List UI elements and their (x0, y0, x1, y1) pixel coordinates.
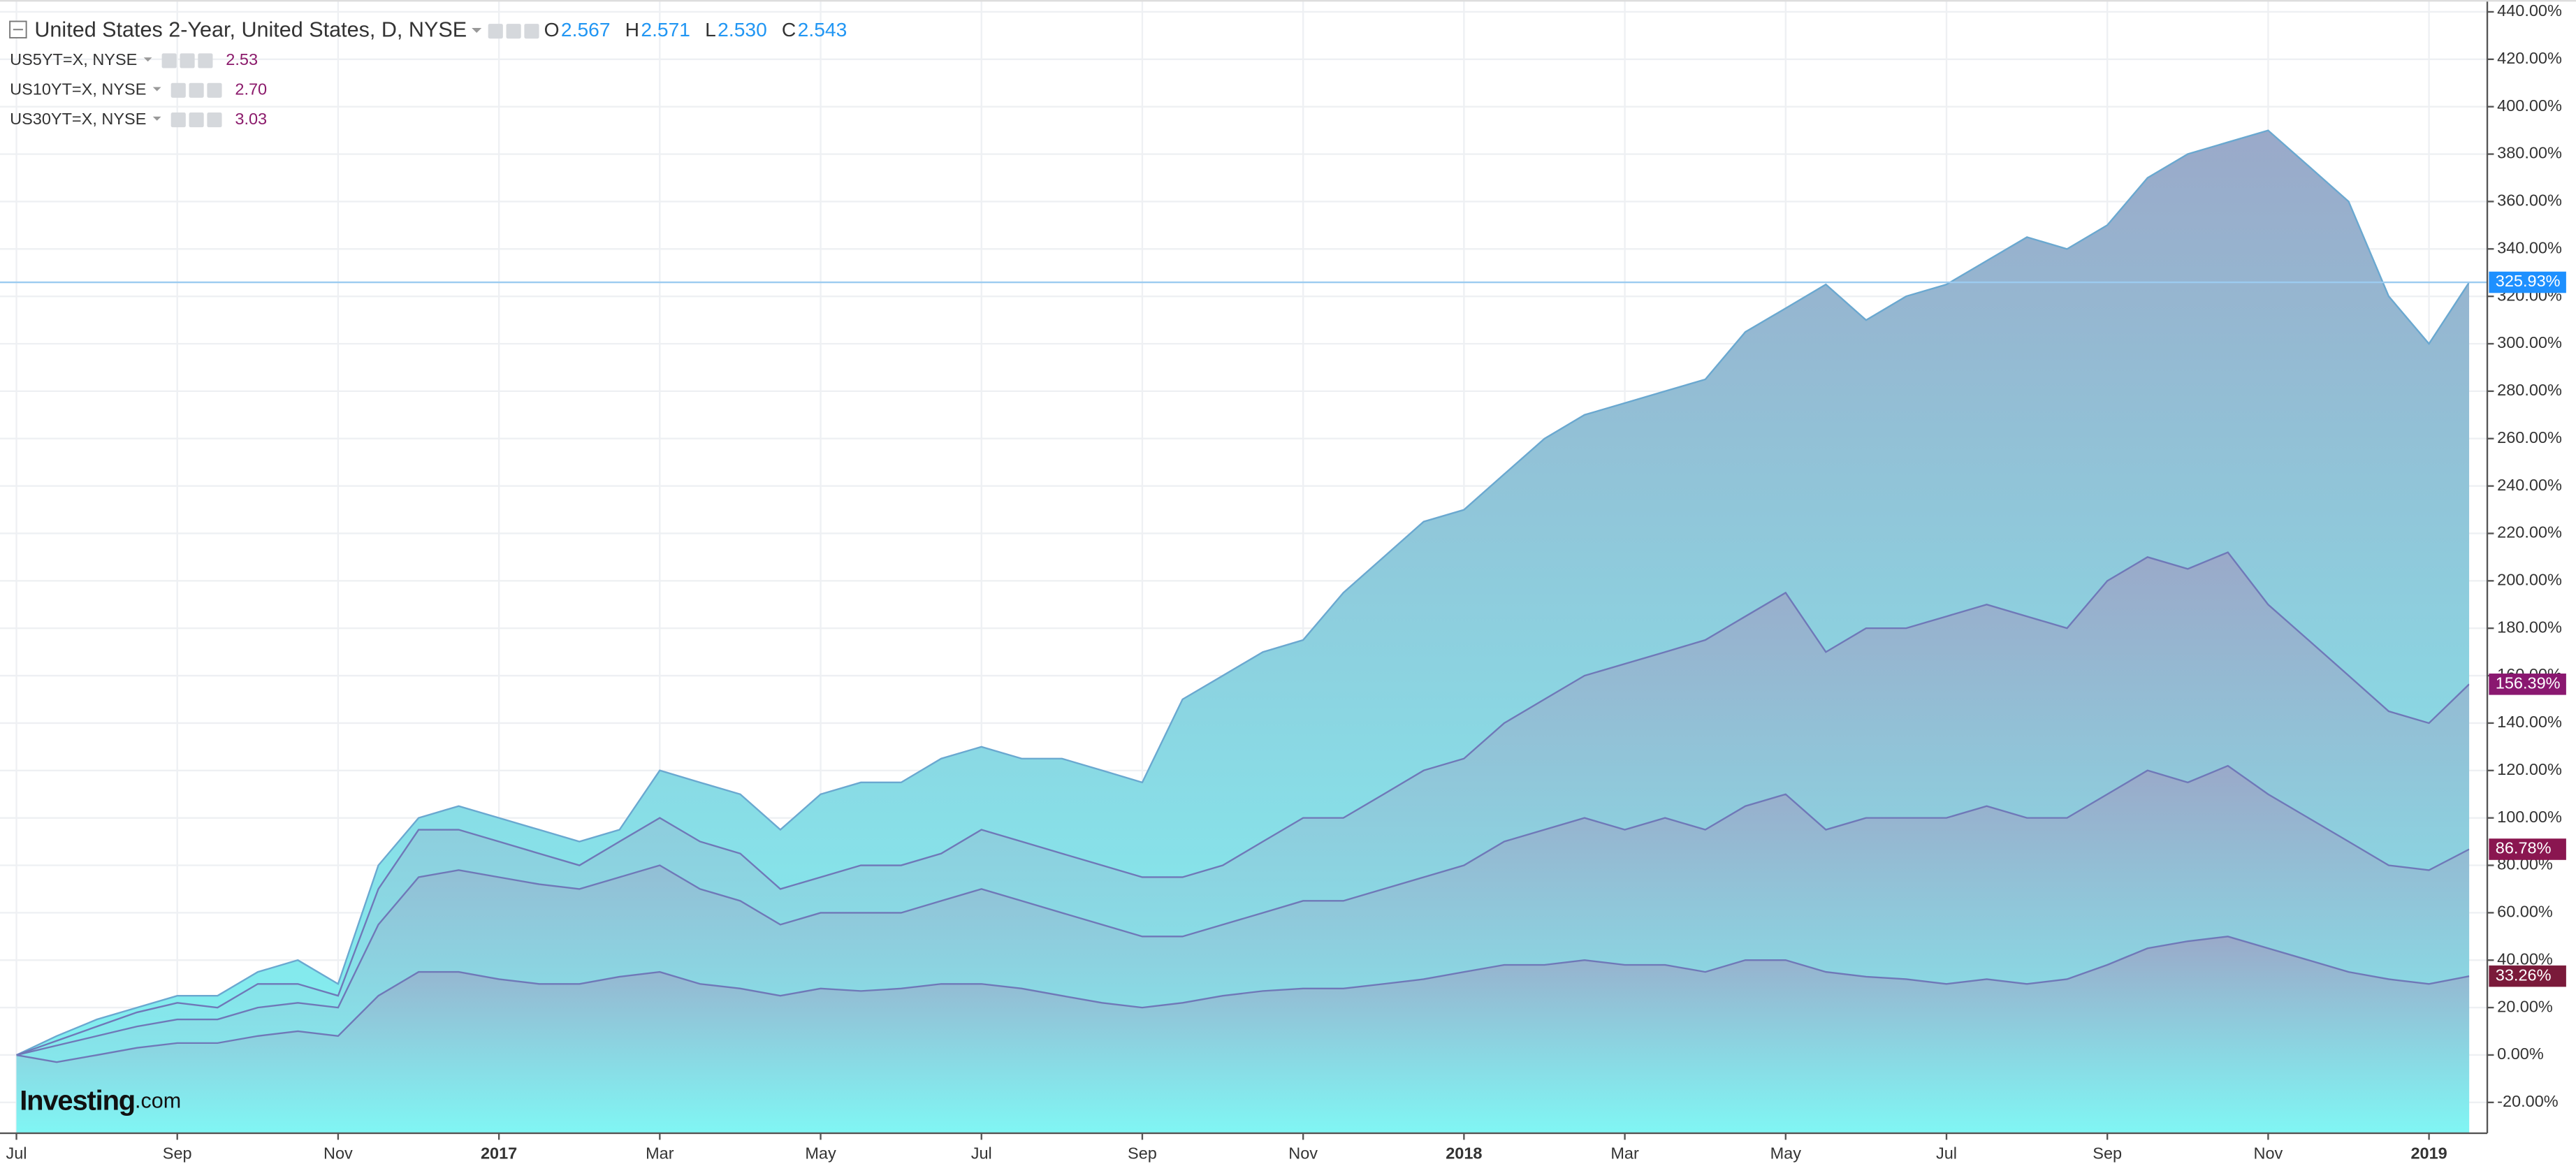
x-tick-label: 2019 (2410, 1144, 2447, 1163)
value-badge (2489, 838, 2566, 860)
x-tick-label: Sep (2093, 1144, 2122, 1163)
value-badge-label: 156.39% (2496, 674, 2561, 692)
series-line (16, 129, 2470, 1056)
x-tick-label: Mar (646, 1144, 674, 1163)
y-tick-label: 180.00% (2497, 618, 2562, 636)
y-tick-label: 40.00% (2497, 950, 2553, 968)
plot-area (16, 129, 2470, 1133)
x-tick-label: Jul (6, 1144, 27, 1163)
legend-arrow (152, 87, 161, 92)
ohlc-label: L (705, 18, 716, 41)
x-tick-label: Jul (1936, 1144, 1957, 1163)
x-tick-label: Jul (971, 1144, 992, 1163)
y-tick-label: -20.00% (2497, 1092, 2559, 1110)
legend-quote: 2.53 (226, 50, 258, 68)
legend-icon (506, 24, 521, 39)
x-tick-label: Nov (2253, 1144, 2283, 1163)
series-line (16, 551, 2470, 1056)
y-tick-label: 200.00% (2497, 571, 2562, 589)
x-tick-label: Mar (1610, 1144, 1639, 1163)
y-tick-label: 380.00% (2497, 144, 2562, 162)
series-line (16, 936, 2470, 1063)
ohlc-value: 2.530 (718, 18, 767, 41)
x-tick-label: May (1770, 1144, 1802, 1163)
y-tick-label: 20.00% (2497, 997, 2553, 1015)
x-tick-label: Sep (163, 1144, 192, 1163)
legend-name: US10YT=X, NYSE (10, 80, 146, 98)
legend-icon (524, 24, 539, 39)
ohlc-label: H (625, 18, 639, 41)
y-tick-label: 260.00% (2497, 428, 2562, 446)
legend-icon (189, 82, 204, 98)
value-badge (2489, 674, 2566, 695)
y-tick-label: 0.00% (2497, 1045, 2544, 1063)
series-line (16, 764, 2470, 1056)
y-tick-label: 280.00% (2497, 381, 2562, 399)
legend-icon (207, 112, 222, 128)
value-badge (2489, 271, 2566, 293)
watermark: Investing.com (20, 1085, 181, 1116)
y-tick-label: 340.00% (2497, 238, 2562, 256)
y-tick-label: 440.00% (2497, 1, 2562, 20)
value-badge-label: 86.78% (2496, 839, 2552, 857)
legend-icon (488, 24, 503, 39)
x-tick-label: Sep (1128, 1144, 1157, 1163)
x-tick-label: Nov (1288, 1144, 1318, 1163)
x-tick-label: May (805, 1144, 836, 1163)
watermark-main: Investing (20, 1085, 135, 1116)
value-badge-label: 33.26% (2496, 966, 2552, 984)
y-tick-label: 140.00% (2497, 713, 2562, 731)
area (16, 936, 2470, 1133)
y-tick-label: 300.00% (2497, 333, 2562, 351)
y-tick-label: 60.00% (2497, 903, 2553, 921)
legend-icon (170, 112, 186, 128)
value-badge (2489, 965, 2566, 987)
y-tick-label: 420.00% (2497, 49, 2562, 67)
legend-icon (189, 112, 204, 128)
legend-icon (161, 53, 177, 68)
x-tick-label: 2017 (481, 1144, 517, 1163)
y-tick-label: 120.00% (2497, 760, 2562, 778)
x-tick-label: Nov (323, 1144, 353, 1163)
ohlc-label: O (544, 18, 560, 41)
legend-icon (170, 82, 186, 98)
y-tick-label: 240.00% (2497, 476, 2562, 494)
ohlc-value: 2.543 (798, 18, 847, 41)
x-tick-label: 2018 (1446, 1144, 1482, 1163)
legend-arrow (152, 116, 161, 121)
ohlc-value: 2.571 (641, 18, 690, 41)
legend-name: US30YT=X, NYSE (10, 110, 146, 128)
y-tick-label: 400.00% (2497, 96, 2562, 115)
legend-icon (198, 53, 213, 68)
legend-icon (207, 82, 222, 98)
y-tick-label: 360.00% (2497, 191, 2562, 210)
ohlc-value: 2.567 (561, 18, 611, 41)
y-tick-label: 220.00% (2497, 523, 2562, 541)
y-tick-label: 100.00% (2497, 808, 2562, 826)
legend-arrow (143, 57, 152, 62)
watermark-suffix: .com (135, 1089, 181, 1112)
legend-quote: 2.70 (235, 80, 267, 98)
legend-arrow (472, 27, 482, 34)
ohlc-label: C (782, 18, 796, 41)
legend-icon (180, 53, 195, 68)
legend-name: US5YT=X, NYSE (10, 50, 137, 68)
legend-quote: 3.03 (235, 110, 267, 128)
legend-title: United States 2-Year, United States, D, … (34, 18, 467, 42)
value-badge-label: 325.93% (2496, 272, 2561, 290)
